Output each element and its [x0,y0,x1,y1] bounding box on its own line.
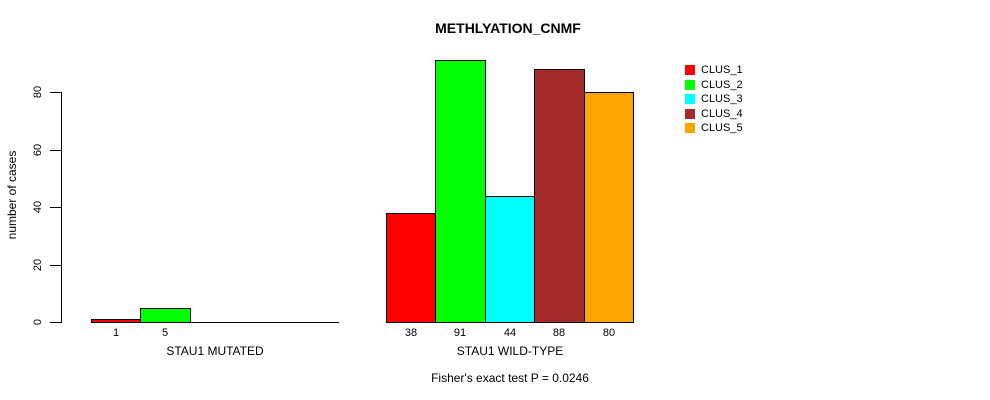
bar-clus_3-wild-type [485,196,535,323]
legend-label: CLUS_2 [701,78,743,91]
y-axis-tick [50,207,61,208]
y-axis-tick [50,92,61,93]
y-axis-line [61,92,62,323]
bar-value-label: 80 [602,327,616,339]
legend-item-clus_1: CLUS_1 [685,64,743,76]
bar-clus_2-wild-type [435,60,486,323]
legend-item-clus_3: CLUS_3 [685,93,743,105]
legend-label: CLUS_5 [701,122,743,134]
bar-value-label: 38 [404,327,418,339]
legend-item-clus_5: CLUS_5 [685,122,743,134]
bar-clus_1-mutated [91,319,141,323]
legend-swatch [685,108,695,119]
legend-item-clus_2: CLUS_2 [685,79,743,91]
legend-item-clus_4: CLUS_4 [685,108,743,120]
bar-clus_5-wild-type [584,92,634,323]
y-tick-label: 0 [32,318,44,326]
bar-clus_4-wild-type [534,69,585,323]
y-tick-label: 80 [32,85,44,99]
x-axis-baseline [91,322,339,323]
legend-swatch [685,79,695,90]
bar-value-label: 1 [112,327,120,339]
x-axis-group-label: STAU1 MUTATED [166,344,264,358]
legend-label: CLUS_4 [701,107,743,120]
bar-value-label: 88 [552,327,566,339]
bar-clus_2-mutated [140,308,191,323]
chart-title: METHLYATION_CNMF [435,20,581,36]
footnote: Fisher's exact test P = 0.0246 [431,371,589,385]
bar-value-label: 44 [503,327,517,339]
legend-label: CLUS_1 [701,64,743,76]
y-axis-tick [50,150,61,151]
y-tick-label: 20 [32,258,44,272]
x-axis-group-label: STAU1 WILD-TYPE [456,344,564,358]
bar-value-label: 91 [453,327,467,339]
legend-swatch [685,65,695,75]
legend-swatch [685,123,695,133]
y-axis-tick [50,265,61,266]
legend-label: CLUS_3 [701,93,743,105]
y-axis-tick [50,322,61,323]
legend: CLUS_1 CLUS_2 CLUS_3 CLUS_4 CLUS_5 [685,64,795,144]
bar-value-label: 5 [161,327,169,339]
y-tick-label: 40 [32,200,44,214]
y-tick-label: 60 [32,143,44,157]
legend-swatch [685,94,695,104]
bar-clus_1-wild-type [386,213,436,323]
